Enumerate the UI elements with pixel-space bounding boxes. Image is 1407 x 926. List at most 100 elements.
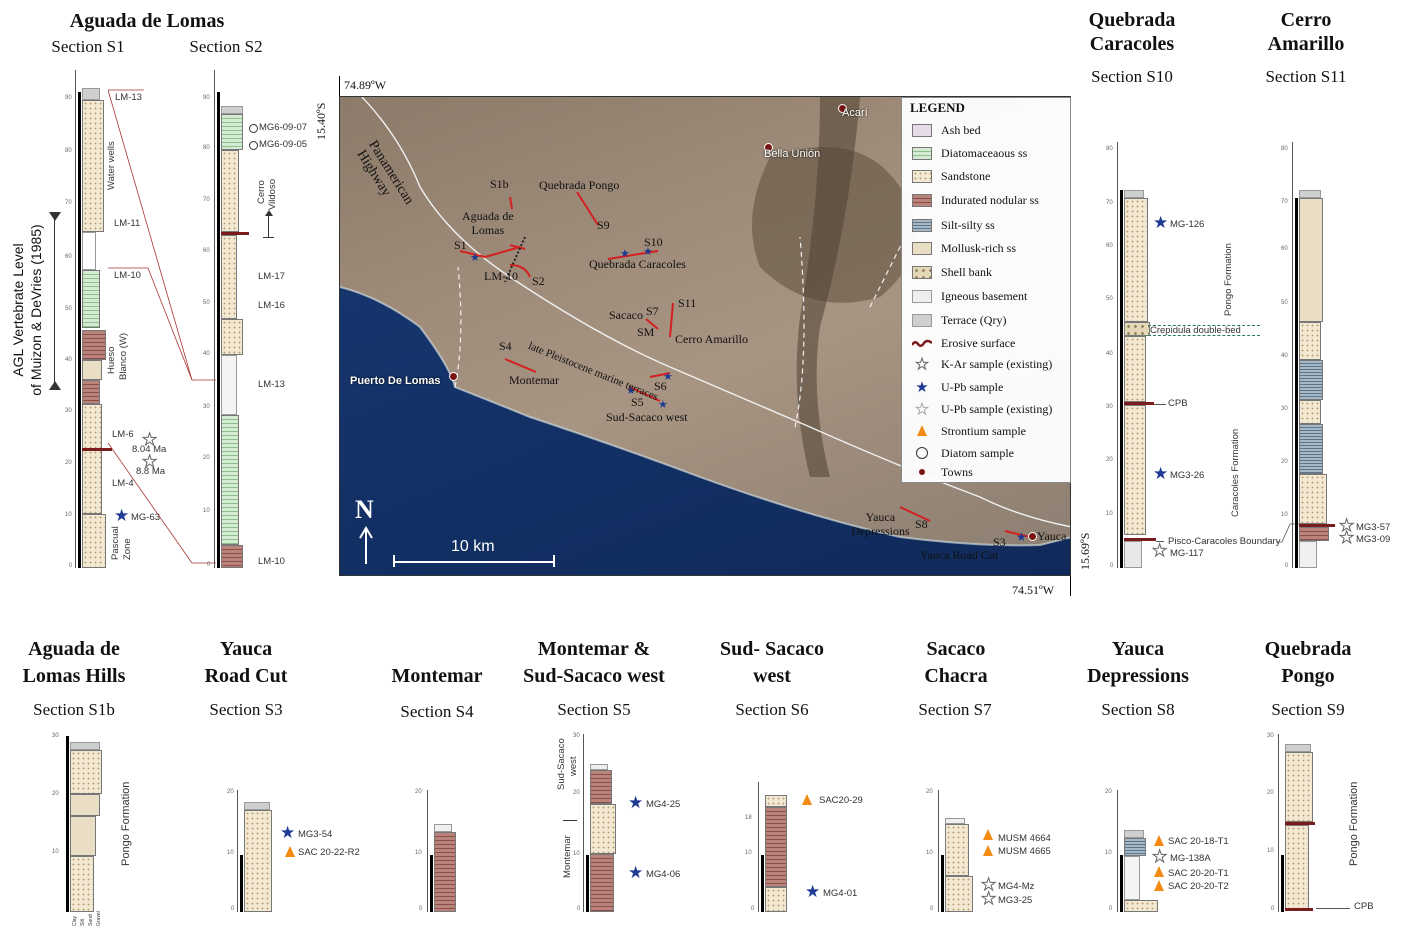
s4-axis-line bbox=[427, 790, 428, 912]
s2-tick-30: 30 bbox=[203, 404, 210, 410]
s6-tick-18: 18 bbox=[745, 815, 752, 821]
s5-boundary-tick bbox=[563, 820, 577, 821]
legend-swatch-erosive bbox=[912, 339, 932, 347]
s2-tick-10: 10 bbox=[203, 508, 210, 514]
s3-label-sac20-22-r2: SAC 20-22-R2 bbox=[298, 847, 360, 858]
map-label-s10: S10 bbox=[644, 235, 663, 249]
s8-strontium-triangle-3 bbox=[1154, 880, 1164, 891]
legend-icon-strontium-triangle bbox=[912, 424, 932, 438]
s8-section-label: Section S8 bbox=[1101, 700, 1175, 719]
s1b-layer-mollusk-2 bbox=[70, 816, 96, 856]
legend-swatch-silt bbox=[912, 218, 932, 232]
legend-row-silt: Silt-silty ss bbox=[912, 216, 995, 234]
s5-axis-line bbox=[583, 734, 584, 912]
s11-tick-0: 0 bbox=[1285, 563, 1289, 569]
s2-layer-cover bbox=[221, 355, 237, 415]
agl-label-line1: AGL Vertebrate Level bbox=[10, 243, 26, 377]
legend-text-kar: K-Ar sample (existing) bbox=[941, 356, 1053, 371]
legend-text-upb-existing: U-Pb sample (existing) bbox=[941, 401, 1053, 416]
s7-title-line1: Sacaco bbox=[926, 638, 986, 660]
s11-layer-base-cover bbox=[1299, 541, 1317, 568]
town-bella-union-label: Bella Unión bbox=[764, 148, 821, 160]
s5-layer-indurated-1 bbox=[590, 770, 612, 804]
s11-layer-top bbox=[1299, 190, 1321, 198]
s4-title: Montemar bbox=[382, 663, 492, 690]
s5-layer-top bbox=[590, 764, 608, 770]
quebrada-caracoles-title-line1: Quebrada bbox=[1088, 9, 1176, 31]
s5-axis-bar bbox=[586, 855, 589, 912]
s1b-section-label: Section S1b bbox=[33, 700, 115, 719]
s4-title-line1: Montemar bbox=[391, 665, 483, 687]
s6-tick-10: 10 bbox=[745, 850, 752, 856]
s7-axis-line bbox=[938, 790, 939, 912]
legend-icon-town-dot bbox=[912, 466, 932, 479]
s5-layer-sandstone bbox=[590, 804, 616, 854]
s1-kar-star-1: ★ bbox=[141, 430, 158, 450]
s1b-label-pongo-formation: Pongo Formation bbox=[120, 781, 132, 866]
s1-tick-0: 0 bbox=[69, 563, 73, 569]
s1-label-mg63: MG-63 bbox=[131, 512, 161, 523]
s9-layer-sandstone-2 bbox=[1285, 825, 1309, 909]
legend-text-shell-bank: Shell bank bbox=[941, 264, 992, 279]
s7-strontium-triangle-1 bbox=[983, 829, 993, 840]
s1b-label-clay: Clay bbox=[72, 915, 78, 926]
town-puerto-marker bbox=[449, 372, 458, 381]
s7-layer-sandstone-1 bbox=[945, 824, 969, 876]
s8-label-sac20-20-t2: SAC 20-20-T2 bbox=[1168, 881, 1229, 892]
s5-upb-star-mg4-06: ★ bbox=[628, 863, 644, 883]
s1-erosive-surface bbox=[82, 448, 112, 451]
s1-tick-60: 60 bbox=[65, 254, 72, 260]
s1-s2-correlation-lines bbox=[108, 89, 216, 564]
s6-strontium-triangle bbox=[802, 794, 812, 805]
s7-layer-sandstone-2 bbox=[945, 876, 973, 912]
map-label-quebrada-pongo: Quebrada Pongo bbox=[539, 178, 620, 192]
map-label-s6: S6 bbox=[654, 379, 667, 393]
s2-cerro-vildoso-arrow bbox=[265, 210, 273, 216]
town-puerto-label: Puerto De Lomas bbox=[350, 375, 441, 387]
s10-erosive-pisco bbox=[1124, 538, 1156, 541]
s9-title-line2: Pongo bbox=[1281, 665, 1335, 687]
s7-tick-0: 0 bbox=[930, 906, 934, 912]
s10-label-pongo-formation: Pongo Formation bbox=[1223, 243, 1234, 316]
s9-axis-line bbox=[1278, 734, 1279, 912]
s2-tick-80: 80 bbox=[203, 145, 210, 151]
map-label-aguada: Aguada de Lomas bbox=[462, 209, 514, 237]
s5-title: Montemar & Sud-Sacaco west bbox=[512, 636, 676, 690]
s2-cerro-vildoso-base bbox=[263, 237, 274, 238]
s9-layer-sandstone-1 bbox=[1285, 752, 1313, 822]
s10-tick-60: 60 bbox=[1106, 243, 1113, 249]
town-bella-union-marker bbox=[764, 143, 773, 152]
map-label-s3: S3 bbox=[993, 535, 1006, 549]
s10-label-mg117: MG-117 bbox=[1170, 548, 1204, 559]
s8-layer-top bbox=[1124, 830, 1144, 838]
legend-swatch-ash bbox=[912, 123, 932, 137]
map-label-aguada-line1: Aguada de bbox=[462, 209, 514, 223]
s9-section-label: Section S9 bbox=[1271, 700, 1345, 719]
s1-label-lm11: LM-11 bbox=[114, 218, 141, 229]
map-label-yauca-road-cut: Yauca Road Cut bbox=[920, 548, 999, 562]
s1-upb-star-mg63: ★ bbox=[114, 506, 130, 526]
legend-row-mollusk: Mollusk-rich ss bbox=[912, 239, 1016, 257]
s6-section-label: Section S6 bbox=[735, 700, 809, 719]
agl-arrow-top bbox=[49, 212, 61, 221]
s11-layer-silt-2 bbox=[1299, 424, 1323, 474]
map-label-aguada-line2: Lomas bbox=[471, 223, 505, 237]
map-label-sud-sacaco: Sud-Sacaco west bbox=[606, 410, 688, 424]
scale-bar-label: 10 km bbox=[451, 538, 495, 555]
s2-axis-bar bbox=[217, 92, 220, 568]
s1-tick-20: 20 bbox=[65, 460, 72, 466]
s2-tick-90: 90 bbox=[203, 95, 210, 101]
s10-tick-10: 10 bbox=[1106, 511, 1113, 517]
s11-kar-star-mg3-57: ★ bbox=[1338, 516, 1355, 536]
s7-label-musm4664: MUSM 4664 bbox=[998, 833, 1051, 844]
s6-upb-star-mg4-01: ★ bbox=[805, 882, 821, 902]
s11-layer-sandstone-3 bbox=[1299, 474, 1327, 524]
s7-title-line2: Chacra bbox=[924, 665, 988, 687]
s10-pisco-leader bbox=[1156, 541, 1164, 542]
legend-row-erosive: Erosive surface bbox=[912, 334, 1015, 352]
s8-label-sac20-18-t1: SAC 20-18-T1 bbox=[1168, 836, 1229, 847]
s7-label-mg4-mz: MG4-Mz bbox=[998, 881, 1035, 892]
s1-label-lm10: LM-10 bbox=[114, 270, 141, 281]
map-frame-tick-nw bbox=[339, 76, 340, 96]
s4-tick-20: 20 bbox=[415, 789, 422, 795]
